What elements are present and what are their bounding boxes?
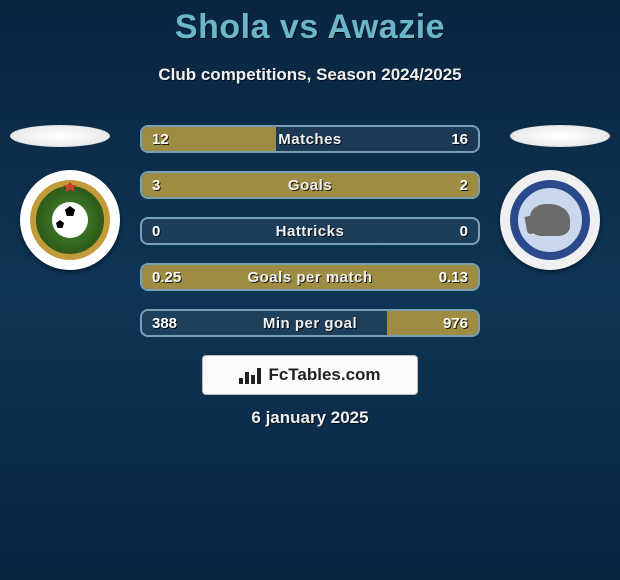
date-label: 6 january 2025 [0, 408, 620, 428]
stat-value-right: 0 [460, 219, 468, 243]
stat-row: 0.25Goals per match0.13 [140, 263, 480, 291]
stat-row: 0Hattricks0 [140, 217, 480, 245]
stat-row: 3Goals2 [140, 171, 480, 199]
bar-chart-icon [239, 366, 263, 384]
stat-value-right: 2 [460, 173, 468, 197]
stat-value-right: 0.13 [439, 265, 468, 289]
stat-label: Min per goal [142, 311, 478, 335]
page-title: Shola vs Awazie [0, 0, 620, 47]
stat-label: Matches [142, 127, 478, 151]
subtitle: Club competitions, Season 2024/2025 [0, 65, 620, 85]
club-badge-right [500, 170, 600, 270]
stat-value-right: 16 [451, 127, 468, 151]
football-icon [52, 202, 88, 238]
elephant-icon [530, 204, 570, 236]
stat-value-right: 976 [443, 311, 468, 335]
brand-text: FcTables.com [268, 365, 380, 385]
stat-row: 12Matches16 [140, 125, 480, 153]
stats-bars: 12Matches16 3Goals2 0Hattricks0 0.25Goals p… [140, 125, 480, 355]
brand-box: FcTables.com [202, 355, 418, 395]
crest-ornament-icon [63, 182, 77, 192]
stat-label: Hattricks [142, 219, 478, 243]
player-avatar-right [510, 125, 610, 147]
stat-label: Goals [142, 173, 478, 197]
player-avatar-left [10, 125, 110, 147]
club-badge-left [20, 170, 120, 270]
club-crest-right [510, 180, 590, 260]
club-crest-left [30, 180, 110, 260]
stat-row: 388Min per goal976 [140, 309, 480, 337]
stat-label: Goals per match [142, 265, 478, 289]
comparison-infographic: Shola vs Awazie Club competitions, Seaso… [0, 0, 620, 580]
